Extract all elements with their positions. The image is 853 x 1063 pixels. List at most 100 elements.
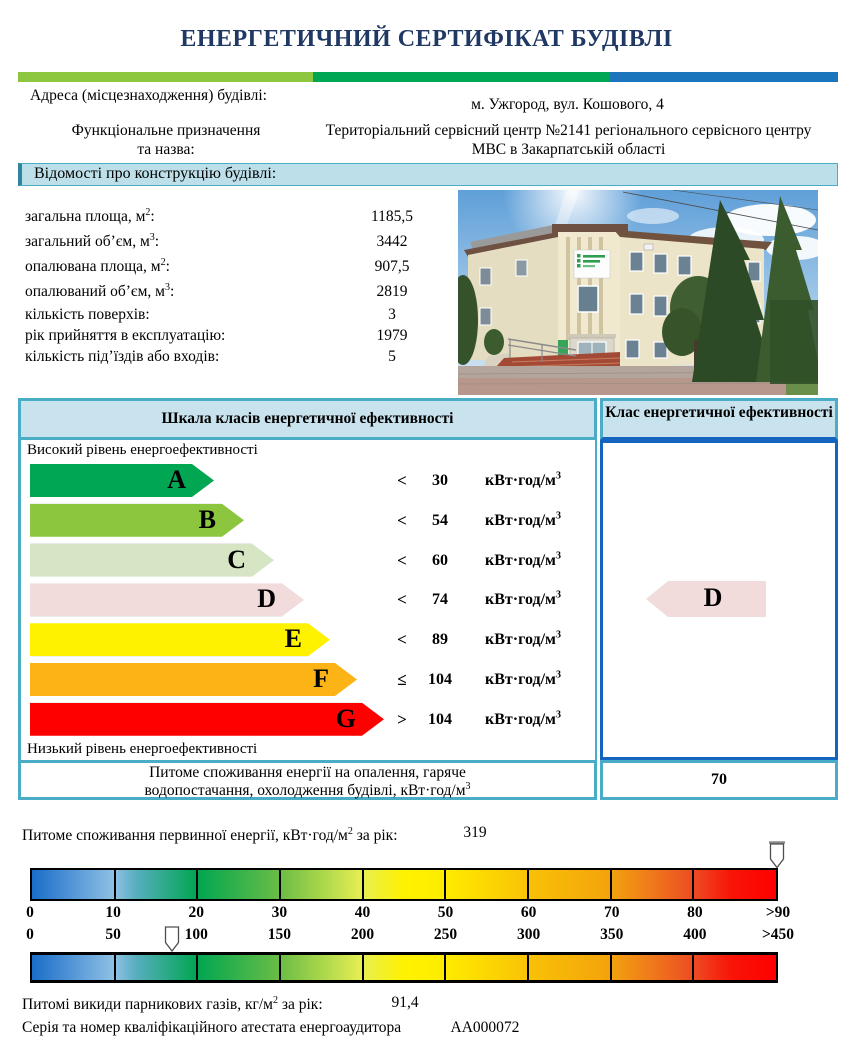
bar-segment-divider — [692, 955, 695, 980]
strip-segment-green — [313, 72, 610, 82]
bar-segment-divider — [279, 870, 281, 899]
tick-label: 40 — [354, 904, 371, 921]
threshold-value: 89 — [432, 631, 448, 649]
function-value-line1: Територіальний сервісний центр №2141 рег… — [325, 122, 812, 139]
tick-label: 50 — [437, 904, 454, 921]
rating-bar-bottom — [30, 952, 778, 983]
threshold-value: 54 — [432, 511, 448, 529]
bar-segment-divider — [196, 870, 199, 899]
tick-label: 80 — [687, 904, 703, 921]
pointer-secondary — [164, 926, 180, 953]
emissions-label: Питомі викиди парникових газів, кг/м2 за… — [22, 995, 323, 1014]
table-footer-line1: Питоме споживання енергії на опалення, г… — [149, 764, 466, 781]
low-efficiency-label: Низький рівень енергоефективності — [27, 741, 258, 757]
energy-class-letter: E — [284, 624, 302, 654]
pointer-primary — [769, 841, 785, 869]
construction-row-value: 2819 — [376, 283, 408, 300]
primary-energy-label-sup: 2 — [347, 825, 353, 837]
primary-energy-label-suffix: за рік: — [352, 827, 398, 844]
construction-row-value: 907,5 — [374, 258, 410, 275]
energy-class-row: E < 89 кВт·год/м3 — [30, 623, 590, 656]
auditor-label: Серія та номер кваліфікаційного атестата… — [22, 1019, 402, 1036]
strip-segment-blue — [610, 72, 838, 82]
emissions-label-suffix: за рік: — [277, 996, 323, 1013]
tick-label: 0 — [26, 904, 34, 921]
tick-label: 70 — [604, 904, 620, 921]
current-class-arrow: D — [646, 581, 766, 617]
bar-segment-divider — [444, 870, 447, 899]
energy-class-row: D < 74 кВт·год/м3 — [30, 583, 590, 616]
bar-segment-divider — [444, 955, 447, 980]
building-photo — [458, 190, 818, 395]
class-header: Клас енергетичної ефективності — [600, 398, 838, 440]
photo-service-center-sign — [573, 249, 611, 279]
construction-row-label: загальний об’єм, м3: — [25, 231, 160, 250]
threshold-comparator: < — [397, 550, 407, 570]
tick-label: 250 — [433, 926, 458, 943]
bar2-tick-row: 0 50 100 150 200 250 300 350 400 >450 — [26, 926, 794, 944]
construction-row-label: рік прийняття в експлуатацію: — [25, 327, 226, 344]
threshold-unit: кВт·год/м3 — [485, 550, 561, 569]
threshold-comparator: > — [397, 709, 407, 729]
bar-segment-divider — [609, 870, 612, 899]
energy-class-arrow: A — [30, 464, 214, 497]
energy-class-letter: G — [335, 703, 356, 733]
current-class-letter: D — [703, 583, 723, 612]
bar-segment-divider — [196, 955, 199, 980]
energy-class-table: Шкала класів енергетичної ефективності К… — [18, 398, 838, 800]
construction-rows: загальна площа, м2: 1185,5 загальний об’… — [25, 204, 460, 367]
construction-row: кількість під’їздів або входів: 5 — [25, 346, 460, 367]
threshold-comparator: < — [397, 510, 407, 530]
tick-label: 60 — [520, 904, 537, 921]
energy-class-arrow: E — [30, 623, 330, 656]
bar-segment-divider — [113, 955, 116, 980]
energy-class-letter: A — [167, 465, 186, 494]
table-footer-line2-text: водопостачання, охолодження будівлі, кВт… — [144, 782, 466, 799]
threshold-value: 60 — [432, 551, 448, 569]
function-label: Функціональне призначення та назва: — [40, 121, 292, 159]
emissions-label-text: Питомі викиди парникових газів, кг/м — [22, 996, 273, 1013]
energy-class-row: G > 104 кВт·год/м3 — [30, 703, 590, 736]
threshold-comparator: < — [397, 590, 407, 610]
threshold-comparator: < — [397, 630, 407, 650]
construction-row-value: 3 — [388, 306, 396, 323]
threshold-unit: кВт·год/м3 — [485, 590, 561, 609]
construction-row-label: загальна площа, м2: — [25, 206, 155, 225]
page-title: ЕНЕРГЕТИЧНИЙ СЕРТИФІКАТ БУДІВЛІ — [180, 26, 673, 52]
tick-label: 150 — [267, 926, 291, 943]
bar-segment-divider — [361, 870, 364, 899]
energy-class-letter: B — [198, 504, 216, 534]
bar-segment-divider — [361, 955, 364, 980]
bar-segment-divider — [279, 955, 281, 980]
strip-segment-lightgreen — [18, 72, 313, 82]
threshold-unit: кВт·год/м3 — [485, 669, 561, 688]
construction-row-value: 5 — [388, 348, 396, 365]
photo-trees — [458, 196, 818, 384]
table-footer-line2: водопостачання, охолодження будівлі, кВт… — [21, 780, 594, 800]
construction-row-value: 1979 — [376, 327, 408, 344]
threshold-unit: кВт·год/м3 — [485, 470, 561, 489]
threshold-value: 74 — [432, 591, 448, 609]
construction-row: кількість поверхів: 3 — [25, 304, 460, 325]
table-footer-label: Питоме споживання енергії на опалення, г… — [18, 760, 597, 800]
class-scale-rows: Високий рівень енергоефективності Низьки… — [18, 440, 597, 760]
high-efficiency-label: Високий рівень енергоефективності — [27, 442, 258, 458]
energy-class-letter: C — [227, 544, 246, 574]
emissions-value: 91,4 — [391, 994, 419, 1011]
threshold-unit: кВт·год/м3 — [485, 510, 561, 529]
threshold-value: 104 — [428, 710, 452, 728]
class-header-text: Клас енергетичної ефективності — [605, 404, 833, 421]
scale-header: Шкала класів енергетичної ефективності — [18, 398, 597, 440]
threshold-unit: кВт·год/м3 — [485, 629, 561, 649]
construction-row-label: опалювана площа, м2: — [25, 256, 170, 275]
energy-class-arrow: G — [30, 703, 384, 736]
title-color-strip — [18, 72, 838, 82]
function-value: Територіальний сервісний центр №2141 рег… — [302, 121, 835, 159]
energy-class-arrow: C — [30, 544, 274, 577]
threshold-comparator: < — [397, 471, 407, 490]
construction-row: опалювана площа, м2: 907,5 — [25, 254, 460, 279]
energy-class-letter: F — [313, 664, 329, 693]
energy-class-row: C < 60 кВт·год/м3 — [30, 544, 590, 577]
table-footer-line2-sup: 3 — [465, 780, 471, 792]
energy-class-row: A < 30 кВт·год/м3 — [30, 464, 590, 497]
